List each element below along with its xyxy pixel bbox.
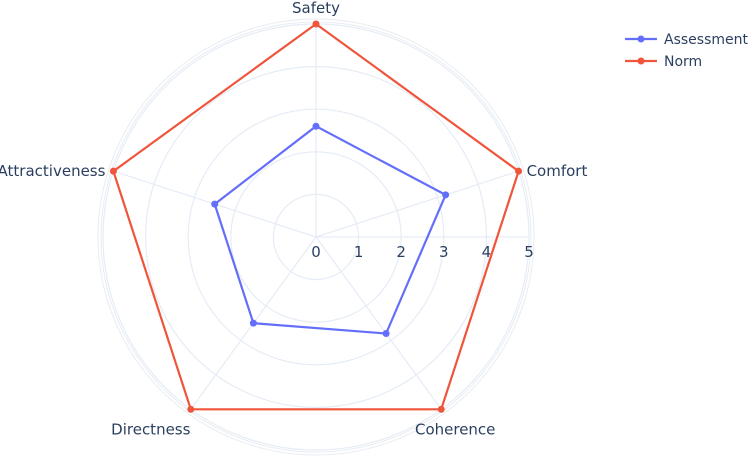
radial-tick-label: 1 <box>354 243 364 261</box>
data-point-norm <box>109 167 117 175</box>
data-point-assessment <box>312 122 320 130</box>
data-point-norm <box>437 405 445 413</box>
legend-label[interactable]: Norm <box>664 54 702 70</box>
legend-label[interactable]: Assessment <box>664 32 748 48</box>
radial-tick-label: 3 <box>439 243 449 261</box>
radial-tick-label: 5 <box>524 243 534 261</box>
radial-tick-label: 0 <box>311 243 321 261</box>
legend-marker[interactable] <box>637 57 645 65</box>
radial-tick-label: 4 <box>482 243 492 261</box>
data-point-norm <box>312 20 320 28</box>
legend: Assessment Norm <box>625 32 748 70</box>
legend-marker[interactable] <box>637 35 645 43</box>
polar-grid: 0 1 2 3 4 5 <box>97 18 535 456</box>
category-label: Safety <box>292 0 340 17</box>
data-point-assessment <box>382 329 390 337</box>
series-line-norm <box>112 22 520 411</box>
data-point-assessment <box>211 200 219 208</box>
axis-labels: Safety Comfort Coherence Directness Attracti… <box>0 0 587 438</box>
radial-tick-label: 2 <box>396 243 406 261</box>
grid-spoke <box>315 169 521 238</box>
data-point-norm <box>187 405 195 413</box>
outer-frame-ring <box>97 18 535 456</box>
category-label: Comfort <box>527 162 588 180</box>
series-layer <box>109 20 523 413</box>
series-line-assessment <box>213 125 447 335</box>
category-label: Attractiveness <box>0 162 106 180</box>
data-point-norm <box>515 167 523 175</box>
grid-spoke <box>315 236 443 412</box>
data-point-assessment <box>249 319 257 327</box>
category-label: Coherence <box>415 420 495 438</box>
category-label: Directness <box>111 420 190 438</box>
data-point-assessment <box>442 191 450 199</box>
